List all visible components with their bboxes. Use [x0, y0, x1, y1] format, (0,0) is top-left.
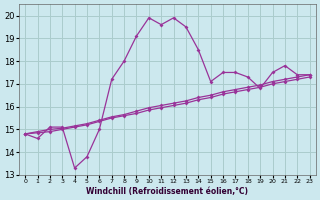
X-axis label: Windchill (Refroidissement éolien,°C): Windchill (Refroidissement éolien,°C): [86, 187, 248, 196]
